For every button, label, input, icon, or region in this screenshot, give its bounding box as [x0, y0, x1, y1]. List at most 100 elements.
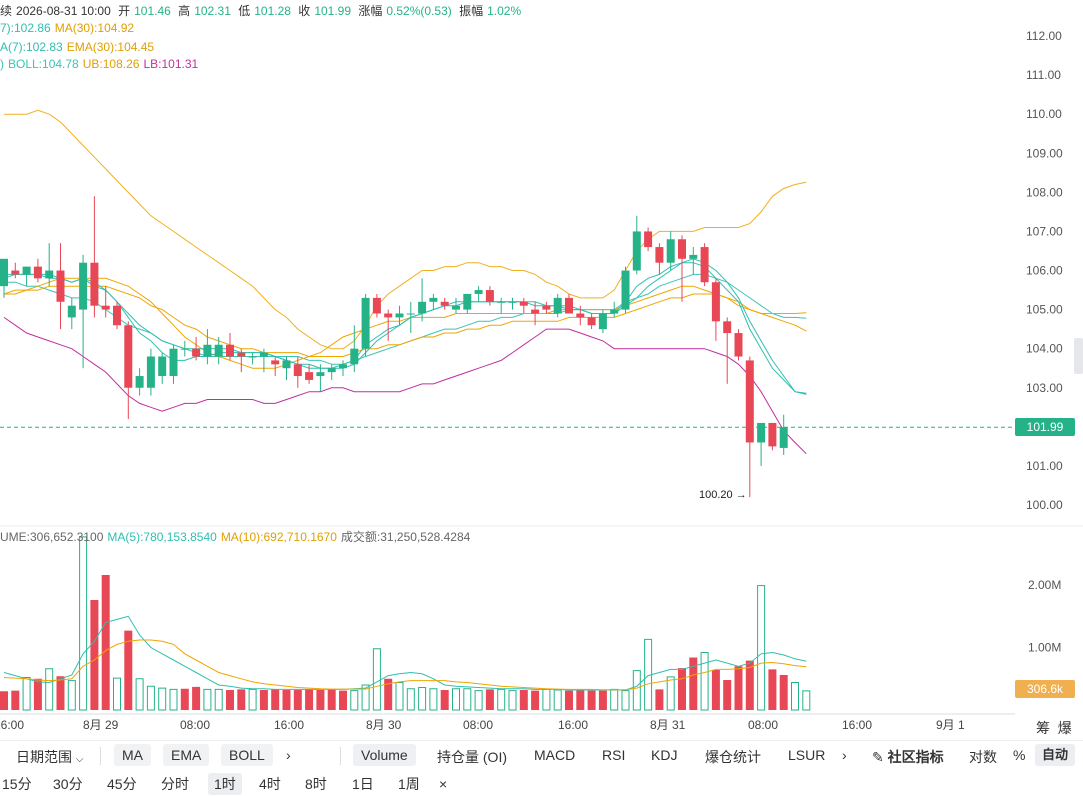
candle-body — [169, 348, 178, 377]
volume-bar — [45, 668, 54, 711]
indicator-toolbar: 日期范围 ⌵ MA EMA BOLL › Volume 持仓量 (OI) MAC… — [0, 740, 1083, 771]
candle-body — [508, 301, 517, 303]
volume-bar — [497, 688, 506, 711]
date-range-button[interactable]: 日期范围 ⌵ — [16, 747, 83, 767]
interval-1w[interactable]: 1周 — [398, 776, 420, 792]
volume-bar — [779, 675, 788, 710]
chevron-right-icon[interactable]: › — [842, 747, 847, 763]
interval-45m[interactable]: 45分 — [107, 776, 137, 792]
boll-lower-band — [3, 316, 807, 455]
interval-8h[interactable]: 8时 — [305, 776, 327, 792]
candle-body — [485, 290, 494, 302]
volume-button[interactable]: Volume — [353, 744, 416, 766]
close-icon[interactable]: × — [439, 776, 448, 792]
volume-bar — [519, 690, 528, 710]
interval-30m[interactable]: 30分 — [53, 776, 83, 792]
volume-tick-label: 1.00M — [1028, 641, 1061, 655]
change-label: 涨幅 — [358, 4, 383, 18]
candle-body — [655, 247, 664, 263]
volume-bar — [463, 688, 472, 711]
boll-lines — [3, 109, 807, 455]
ohlc-datetime: 2026-08-31 10:00 — [16, 4, 111, 18]
macd-button[interactable]: MACD — [534, 747, 576, 763]
open-value: 101.46 — [134, 4, 171, 18]
volume-bar — [632, 670, 641, 711]
candlestick-chart[interactable]: 100.00101.00102.00103.00104.00105.00106.… — [0, 0, 1083, 740]
chip-tab[interactable]: 筹 — [1036, 720, 1050, 736]
volume-bar — [271, 689, 280, 710]
candle-body — [271, 360, 280, 365]
close-label: 收 — [298, 4, 311, 18]
ma-button[interactable]: MA — [114, 744, 151, 766]
price-tick-label: 104.00 — [1026, 342, 1063, 356]
interval-1d[interactable]: 1日 — [352, 776, 374, 792]
candle-body — [644, 231, 653, 248]
volume-bar — [101, 575, 110, 710]
rsi-button[interactable]: RSI — [602, 747, 626, 763]
candle-body — [339, 364, 347, 369]
lsur-button[interactable]: LSUR — [788, 747, 826, 763]
volume-bar — [621, 690, 630, 711]
right-partial-tabs[interactable]: 筹 爆 — [1036, 718, 1072, 738]
chevron-right-icon[interactable]: › — [286, 747, 291, 763]
boll-value: BOLL:104.78 — [8, 57, 79, 71]
time-tick-label: 16:00 — [0, 718, 24, 732]
volume-bar — [11, 690, 20, 710]
volume-ma5-line — [3, 615, 807, 691]
volume-bar — [678, 668, 686, 710]
candle-body — [531, 309, 540, 314]
volume-bar — [180, 688, 189, 710]
liquidation-button[interactable]: 爆仓统计 — [705, 749, 761, 765]
current-volume-tag: 306.6k — [1015, 680, 1075, 698]
auto-scale-button[interactable]: 自动 — [1035, 744, 1076, 766]
volume-bar — [350, 690, 359, 711]
percent-scale-button[interactable]: % — [1013, 747, 1026, 763]
price-tick-label: 101.00 — [1026, 459, 1063, 473]
volume-bar — [666, 676, 675, 711]
interval-timeshare[interactable]: 分时 — [161, 776, 189, 792]
candle-body — [350, 348, 359, 365]
price-tick-label: 112.00 — [1026, 29, 1062, 43]
candle-body — [293, 364, 302, 377]
kdj-button[interactable]: KDJ — [651, 747, 678, 763]
candle-body — [226, 344, 234, 357]
log-scale-button[interactable]: 对数 — [969, 749, 997, 765]
boll-upper-band — [4, 109, 807, 350]
candle-body — [0, 258, 8, 287]
candle-body — [11, 270, 20, 275]
candle-body — [316, 372, 325, 377]
candle-body — [429, 297, 438, 302]
volume-bar — [203, 688, 212, 711]
open-interest-button[interactable]: 持仓量 (OI) — [437, 749, 507, 765]
volume-info: UME:306,652.3100 MA(5):780,153.8540 MA(10)… — [0, 528, 474, 545]
liq-tab[interactable]: 爆 — [1057, 720, 1072, 736]
volume-bar — [429, 688, 438, 711]
volume-bar — [305, 689, 314, 710]
interval-1h[interactable]: 1时 — [208, 773, 242, 795]
volume-bar — [259, 690, 268, 710]
candle-body — [779, 427, 788, 448]
volume-bar — [508, 690, 517, 711]
price-tick-label: 110.00 — [1026, 107, 1062, 121]
volume-bar — [316, 690, 325, 710]
candle-body — [45, 270, 54, 279]
volume-ma-lines — [3, 615, 807, 691]
vol-ma10-value: MA(10):692,710.1670 — [220, 530, 337, 544]
interval-4h[interactable]: 4时 — [259, 776, 281, 792]
volume-bar — [327, 689, 336, 710]
interval-15m[interactable]: 15分 — [2, 776, 32, 792]
volume-bar — [135, 678, 144, 711]
volume-bar — [474, 690, 483, 711]
community-indicator-button[interactable]: ✎ 社区指标 — [872, 747, 944, 767]
candle-body — [406, 313, 415, 315]
volume-bar — [124, 630, 133, 710]
volume-bar — [361, 684, 370, 711]
candle-body — [22, 266, 31, 275]
ema-button[interactable]: EMA — [163, 744, 210, 766]
vol-ma5-value: MA(5):780,153.8540 — [107, 530, 217, 544]
boll-button[interactable]: BOLL — [221, 744, 273, 766]
volume-bar — [282, 690, 291, 710]
candle-body — [56, 270, 65, 302]
volume-bar — [90, 600, 99, 710]
candle-body — [598, 313, 607, 330]
